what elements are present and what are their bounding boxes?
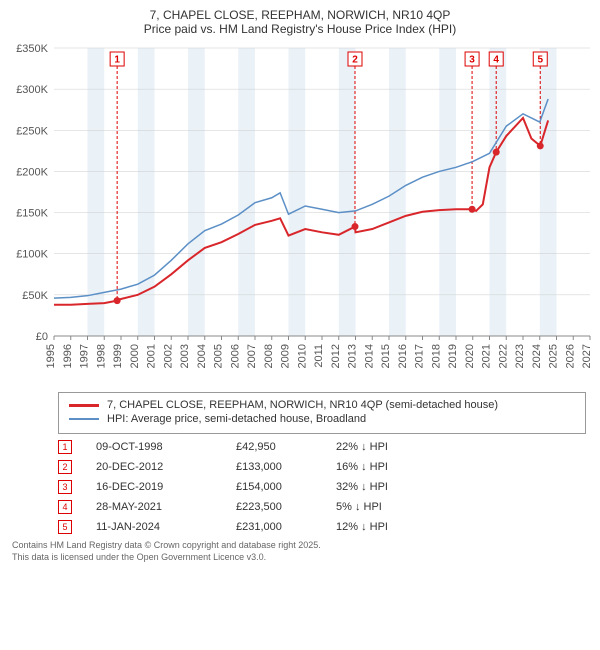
svg-text:2016: 2016: [397, 344, 409, 368]
sales-date: 11-JAN-2024: [96, 521, 236, 533]
legend-swatch-property: [69, 404, 99, 407]
svg-text:2001: 2001: [146, 344, 158, 368]
svg-text:2020: 2020: [464, 344, 476, 368]
legend-label-property: 7, CHAPEL CLOSE, REEPHAM, NORWICH, NR10 …: [107, 399, 498, 411]
svg-text:2021: 2021: [481, 344, 493, 368]
footer-text: Contains HM Land Registry data © Crown c…: [12, 540, 588, 563]
chart-subtitle: Price paid vs. HM Land Registry's House …: [4, 22, 596, 36]
svg-text:2009: 2009: [280, 344, 292, 368]
sales-date: 09-OCT-1998: [96, 441, 236, 453]
sales-pct: 16% ↓ HPI: [336, 461, 436, 473]
sales-date: 20-DEC-2012: [96, 461, 236, 473]
svg-text:£250K: £250K: [16, 125, 48, 137]
sales-row: 3 16-DEC-2019£154,00032% ↓ HPI: [58, 480, 586, 494]
sales-row: 4 28-MAY-2021£223,5005% ↓ HPI: [58, 500, 586, 514]
svg-text:2003: 2003: [179, 344, 191, 368]
sales-pct: 12% ↓ HPI: [336, 521, 436, 533]
footer-line1: Contains HM Land Registry data © Crown c…: [12, 540, 588, 552]
chart-title: 7, CHAPEL CLOSE, REEPHAM, NORWICH, NR10 …: [4, 8, 596, 22]
sales-pct: 32% ↓ HPI: [336, 481, 436, 493]
svg-text:2004: 2004: [196, 344, 208, 368]
sales-marker: 3: [58, 480, 72, 494]
svg-text:2017: 2017: [414, 344, 426, 368]
svg-text:2027: 2027: [581, 344, 593, 368]
svg-text:2018: 2018: [430, 344, 442, 368]
svg-text:2008: 2008: [263, 344, 275, 368]
svg-text:2024: 2024: [531, 344, 543, 368]
svg-text:2019: 2019: [447, 344, 459, 368]
sales-marker: 4: [58, 500, 72, 514]
sales-marker: 5: [58, 520, 72, 534]
svg-text:2007: 2007: [246, 344, 258, 368]
svg-text:1996: 1996: [62, 344, 74, 368]
legend-label-hpi: HPI: Average price, semi-detached house,…: [107, 413, 366, 425]
svg-text:1998: 1998: [95, 344, 107, 368]
sales-pct: 5% ↓ HPI: [336, 501, 436, 513]
svg-text:1999: 1999: [112, 344, 124, 368]
legend: 7, CHAPEL CLOSE, REEPHAM, NORWICH, NR10 …: [58, 392, 586, 434]
chart-container: 7, CHAPEL CLOSE, REEPHAM, NORWICH, NR10 …: [0, 0, 600, 575]
svg-text:2025: 2025: [548, 344, 560, 368]
sales-table: 1 09-OCT-1998£42,95022% ↓ HPI 2 20-DEC-2012…: [58, 440, 586, 534]
sales-price: £42,950: [236, 441, 336, 453]
legend-swatch-hpi: [69, 418, 99, 420]
svg-text:3: 3: [469, 55, 475, 66]
svg-text:£50K: £50K: [22, 290, 48, 302]
svg-text:4: 4: [493, 55, 499, 66]
sales-date: 28-MAY-2021: [96, 501, 236, 513]
sales-price: £154,000: [236, 481, 336, 493]
svg-text:2006: 2006: [229, 344, 241, 368]
svg-text:2022: 2022: [497, 344, 509, 368]
sales-row: 5 11-JAN-2024£231,00012% ↓ HPI: [58, 520, 586, 534]
svg-text:5: 5: [537, 55, 543, 66]
sales-price: £223,500: [236, 501, 336, 513]
svg-text:2013: 2013: [347, 344, 359, 368]
sales-date: 16-DEC-2019: [96, 481, 236, 493]
svg-text:2014: 2014: [363, 344, 375, 368]
svg-text:2005: 2005: [213, 344, 225, 368]
sales-price: £231,000: [236, 521, 336, 533]
svg-text:2: 2: [352, 55, 358, 66]
svg-text:2023: 2023: [514, 344, 526, 368]
sales-row: 1 09-OCT-1998£42,95022% ↓ HPI: [58, 440, 586, 454]
footer-line2: This data is licensed under the Open Gov…: [12, 552, 588, 564]
sales-marker: 2: [58, 460, 72, 474]
svg-text:2012: 2012: [330, 344, 342, 368]
chart-svg: £0 £50K £100K £150K £200K £250K £300K £350K 1995…: [4, 44, 596, 384]
svg-text:2010: 2010: [296, 344, 308, 368]
sales-price: £133,000: [236, 461, 336, 473]
svg-text:2011: 2011: [313, 344, 325, 368]
legend-item-property: 7, CHAPEL CLOSE, REEPHAM, NORWICH, NR10 …: [69, 399, 575, 411]
svg-text:1995: 1995: [45, 344, 57, 368]
legend-item-hpi: HPI: Average price, semi-detached house,…: [69, 413, 575, 425]
svg-text:£200K: £200K: [16, 166, 48, 178]
sales-pct: 22% ↓ HPI: [336, 441, 436, 453]
svg-text:£0: £0: [36, 331, 48, 343]
svg-text:1: 1: [114, 55, 120, 66]
svg-text:£300K: £300K: [16, 84, 48, 96]
svg-text:£150K: £150K: [16, 208, 48, 220]
svg-text:2026: 2026: [564, 344, 576, 368]
svg-text:2000: 2000: [129, 344, 141, 368]
chart-plot: £0 £50K £100K £150K £200K £250K £300K £350K 1995…: [4, 44, 596, 384]
svg-text:1997: 1997: [79, 344, 91, 368]
sales-row: 2 20-DEC-2012£133,00016% ↓ HPI: [58, 460, 586, 474]
svg-text:2002: 2002: [162, 344, 174, 368]
svg-text:£350K: £350K: [16, 44, 48, 55]
svg-text:£100K: £100K: [16, 249, 48, 261]
svg-text:2015: 2015: [380, 344, 392, 368]
sales-marker: 1: [58, 440, 72, 454]
